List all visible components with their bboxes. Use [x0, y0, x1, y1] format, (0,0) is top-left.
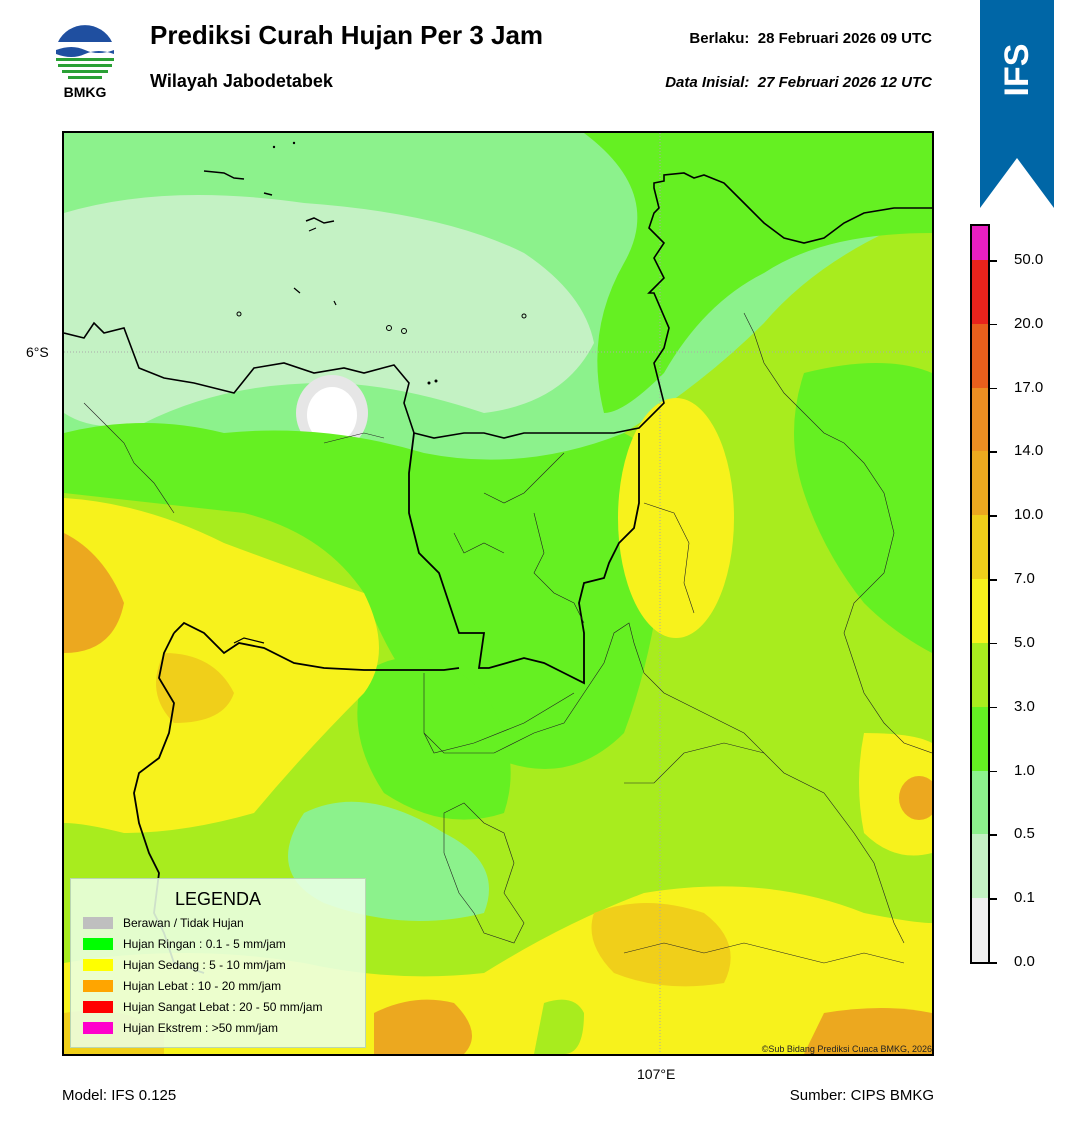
rainfall-map — [62, 131, 934, 1056]
colorbar-tick — [990, 579, 997, 581]
colorbar-tick — [990, 898, 997, 900]
colorbar-tick-label: 0.5 — [1014, 825, 1035, 843]
colorbar-tick — [990, 515, 997, 517]
legend-label: Berawan / Tidak Hujan — [123, 916, 244, 930]
model-ribbon: IFS — [980, 0, 1054, 208]
legend-swatch — [83, 938, 113, 950]
colorbar-segment — [972, 226, 988, 261]
colorbar-segment — [972, 898, 988, 962]
legend-item: Hujan Ringan : 0.1 - 5 mm/jam — [83, 937, 286, 951]
colorbar-segment — [972, 323, 988, 389]
legend-label: Hujan Sangat Lebat : 20 - 50 mm/jam — [123, 1000, 323, 1014]
legend-item: Hujan Sangat Lebat : 20 - 50 mm/jam — [83, 1000, 322, 1014]
legend-label: Hujan Sedang : 5 - 10 mm/jam — [123, 958, 286, 972]
colorbar-tick-label: 17.0 — [1014, 378, 1044, 396]
colorbar-tick-label: 20.0 — [1014, 314, 1044, 332]
source-label: Sumber: CIPS BMKG — [789, 1087, 934, 1104]
legend-item: Berawan / Tidak Hujan — [83, 916, 244, 930]
legend-swatch — [83, 917, 113, 929]
colorbar-segment — [972, 579, 988, 644]
map-credit: ©Sub Bidang Prediksi Cuaca BMKG, 2026 — [761, 1044, 932, 1054]
colorbar-segment — [972, 770, 988, 836]
colorbar-tick — [990, 834, 997, 836]
colorbar-tick — [990, 451, 997, 453]
legend-item: Hujan Ekstrem : >50 mm/jam — [83, 1021, 278, 1035]
model-label: Model: IFS 0.125 — [62, 1087, 177, 1104]
colorbar-tick-label: 0.0 — [1014, 953, 1035, 970]
colorbar-tick-label: 14.0 — [1014, 442, 1044, 460]
colorbar-segment — [972, 387, 988, 453]
colorbar-tick — [990, 323, 997, 326]
colorbar-segment — [972, 451, 988, 517]
legend-item: Hujan Sedang : 5 - 10 mm/jam — [83, 958, 286, 972]
init-time: Data Inisial: 27 Februari 2026 12 UTC — [665, 74, 932, 91]
legend-item: Hujan Lebat : 10 - 20 mm/jam — [83, 979, 281, 993]
colorbar-tick-label: 50.0 — [1014, 251, 1044, 268]
legend-label: Hujan Ringan : 0.1 - 5 mm/jam — [123, 937, 286, 951]
bmkg-logo — [55, 22, 115, 82]
legend-label: Hujan Lebat : 10 - 20 mm/jam — [123, 979, 282, 993]
colorbar-tick-label: 10.0 — [1014, 506, 1044, 524]
legend-swatch — [83, 980, 113, 992]
colorbar-tick — [990, 770, 997, 773]
colorbar-tick — [990, 642, 997, 645]
colorbar-tick — [990, 260, 997, 262]
page-title: Prediksi Curah Hujan Per 3 Jam — [150, 20, 544, 50]
legend-title: LEGENDA — [174, 889, 262, 909]
latitude-label: 6°S — [26, 344, 49, 360]
colorbar — [970, 224, 990, 964]
legend-label: Hujan Ekstrem : >50 mm/jam — [123, 1021, 279, 1035]
colorbar-tick-label: 5.0 — [1014, 633, 1035, 651]
legend-swatch — [83, 959, 113, 971]
colorbar-tick — [990, 962, 997, 964]
legend-box: LEGENDA Berawan / Tidak Hujan Hujan Ring… — [70, 878, 366, 1048]
logo-text: BMKG — [63, 84, 107, 100]
page-subtitle: Wilayah Jabodetabek — [150, 71, 333, 91]
colorbar-tick-label: 1.0 — [1014, 761, 1035, 779]
legend-swatch — [83, 1001, 113, 1013]
colorbar-segment — [972, 642, 988, 708]
legend-swatch — [83, 1022, 113, 1034]
map-canvas — [64, 133, 932, 1054]
colorbar-tick-label: 3.0 — [1014, 697, 1035, 715]
colorbar-tick-label: 7.0 — [1014, 570, 1035, 588]
valid-time: Berlaku: 28 Februari 2026 09 UTC — [689, 30, 932, 47]
colorbar-segment — [972, 706, 988, 772]
colorbar-segment — [972, 834, 988, 900]
colorbar-segment — [972, 260, 988, 325]
colorbar-tick — [990, 387, 997, 390]
longitude-label: 107°E — [637, 1066, 676, 1082]
colorbar-tick-label: 0.1 — [1014, 889, 1035, 907]
colorbar-segment — [972, 515, 988, 581]
ribbon-text: IFS — [998, 44, 1036, 97]
colorbar-tick — [990, 706, 997, 709]
